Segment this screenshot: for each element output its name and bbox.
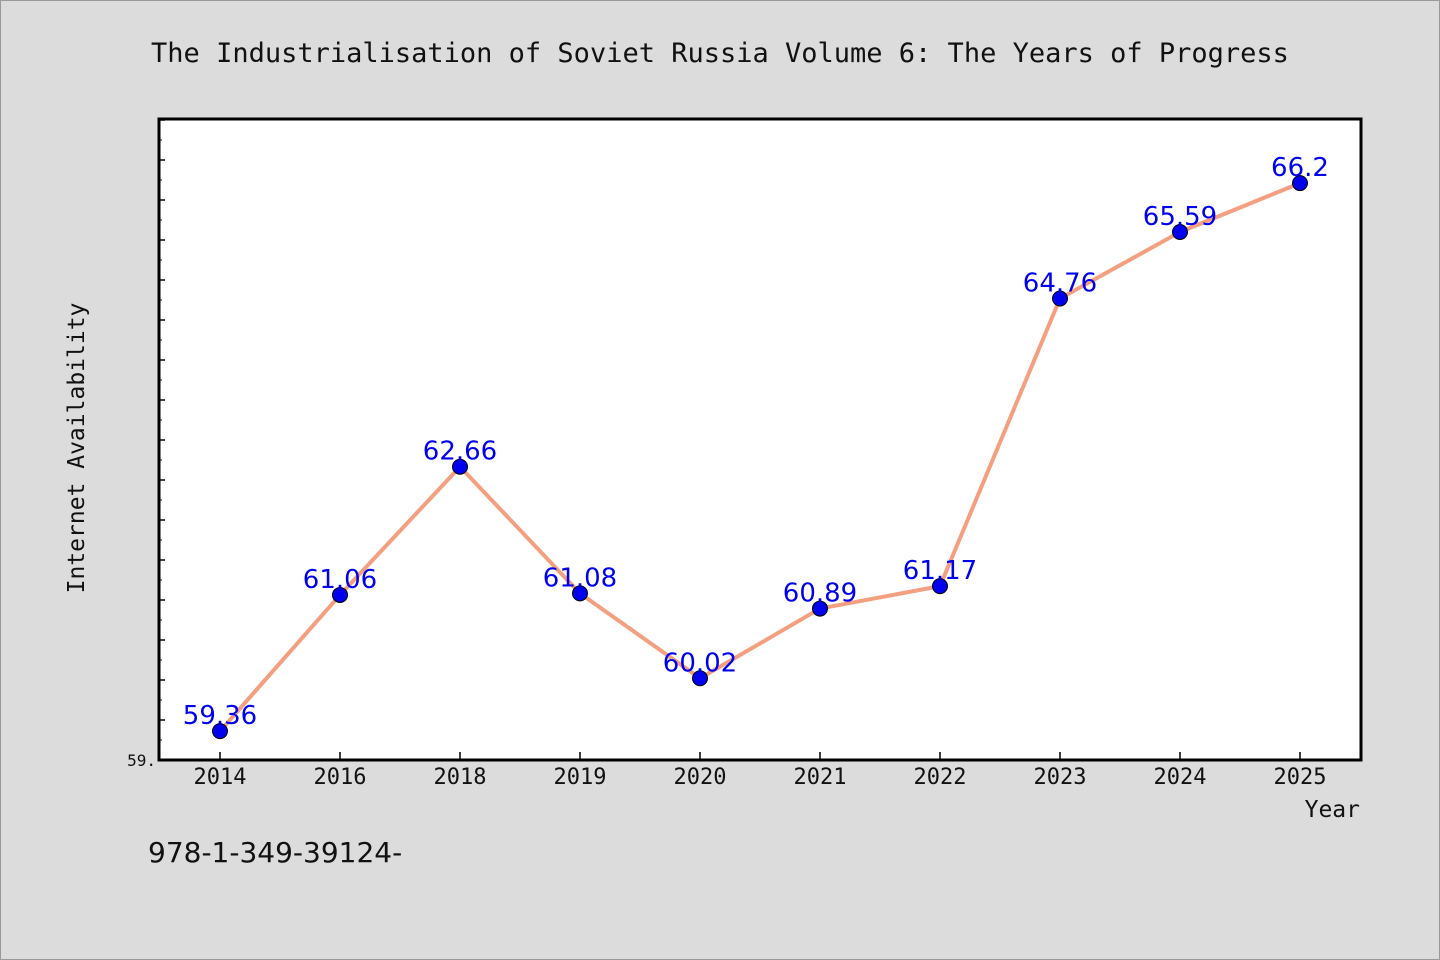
data-point — [1052, 290, 1068, 307]
data-point — [572, 585, 588, 602]
data-label: 59.36 — [183, 701, 257, 731]
x-tick-label: 2019 — [554, 765, 607, 790]
data-label: 62.66 — [423, 437, 497, 467]
y-axis-ticks — [159, 119, 165, 741]
data-label: 66.2 — [1271, 153, 1329, 183]
data-point — [332, 586, 348, 603]
data-label: 61.08 — [543, 563, 617, 593]
data-point — [812, 600, 828, 617]
x-axis-ticks — [219, 752, 1301, 760]
data-label: 60.02 — [663, 648, 737, 678]
series-line — [218, 181, 1301, 733]
x-tick-label: 2024 — [1154, 765, 1207, 790]
data-label: 64.76 — [1023, 268, 1097, 298]
x-tick-label: 2023 — [1034, 765, 1087, 790]
x-tick-label: 2021 — [794, 765, 847, 790]
x-tick-label: 2020 — [674, 765, 727, 790]
data-point — [452, 458, 468, 475]
y-axis-tick-labels: 59. — [127, 751, 156, 770]
chart-title: The Industrialisation of Soviet Russia V… — [151, 38, 1289, 69]
footer-text: 978-1-349-39124- — [148, 836, 402, 869]
y-axis-title: Internet Availability — [64, 303, 90, 594]
data-point — [1172, 223, 1188, 240]
x-axis-tick-labels: 2014 2016 2018 2019 2020 2021 2022 2023 2024 2025 — [194, 765, 1327, 790]
data-labels: 59.36 61.06 62.66 61.08 60.02 60.89 61.17 64.76… — [183, 153, 1329, 731]
data-point — [212, 723, 228, 740]
data-label: 65.59 — [1143, 202, 1217, 232]
x-axis-title: Year — [1305, 797, 1360, 823]
x-tick-label: 2014 — [194, 765, 247, 790]
y-tick-label: 59. — [127, 751, 156, 770]
data-point — [692, 670, 708, 687]
series-markers — [212, 175, 1308, 740]
data-point — [1292, 175, 1308, 192]
x-tick-label: 2016 — [314, 765, 367, 790]
data-label: 60.89 — [783, 579, 857, 609]
x-tick-label: 2022 — [914, 765, 967, 790]
x-tick-label: 2025 — [1274, 765, 1327, 790]
x-tick-label: 2018 — [434, 765, 487, 790]
data-label: 61.06 — [303, 565, 377, 595]
data-point — [932, 578, 948, 595]
data-label: 61.17 — [903, 556, 977, 586]
plot-area — [157, 117, 1363, 762]
